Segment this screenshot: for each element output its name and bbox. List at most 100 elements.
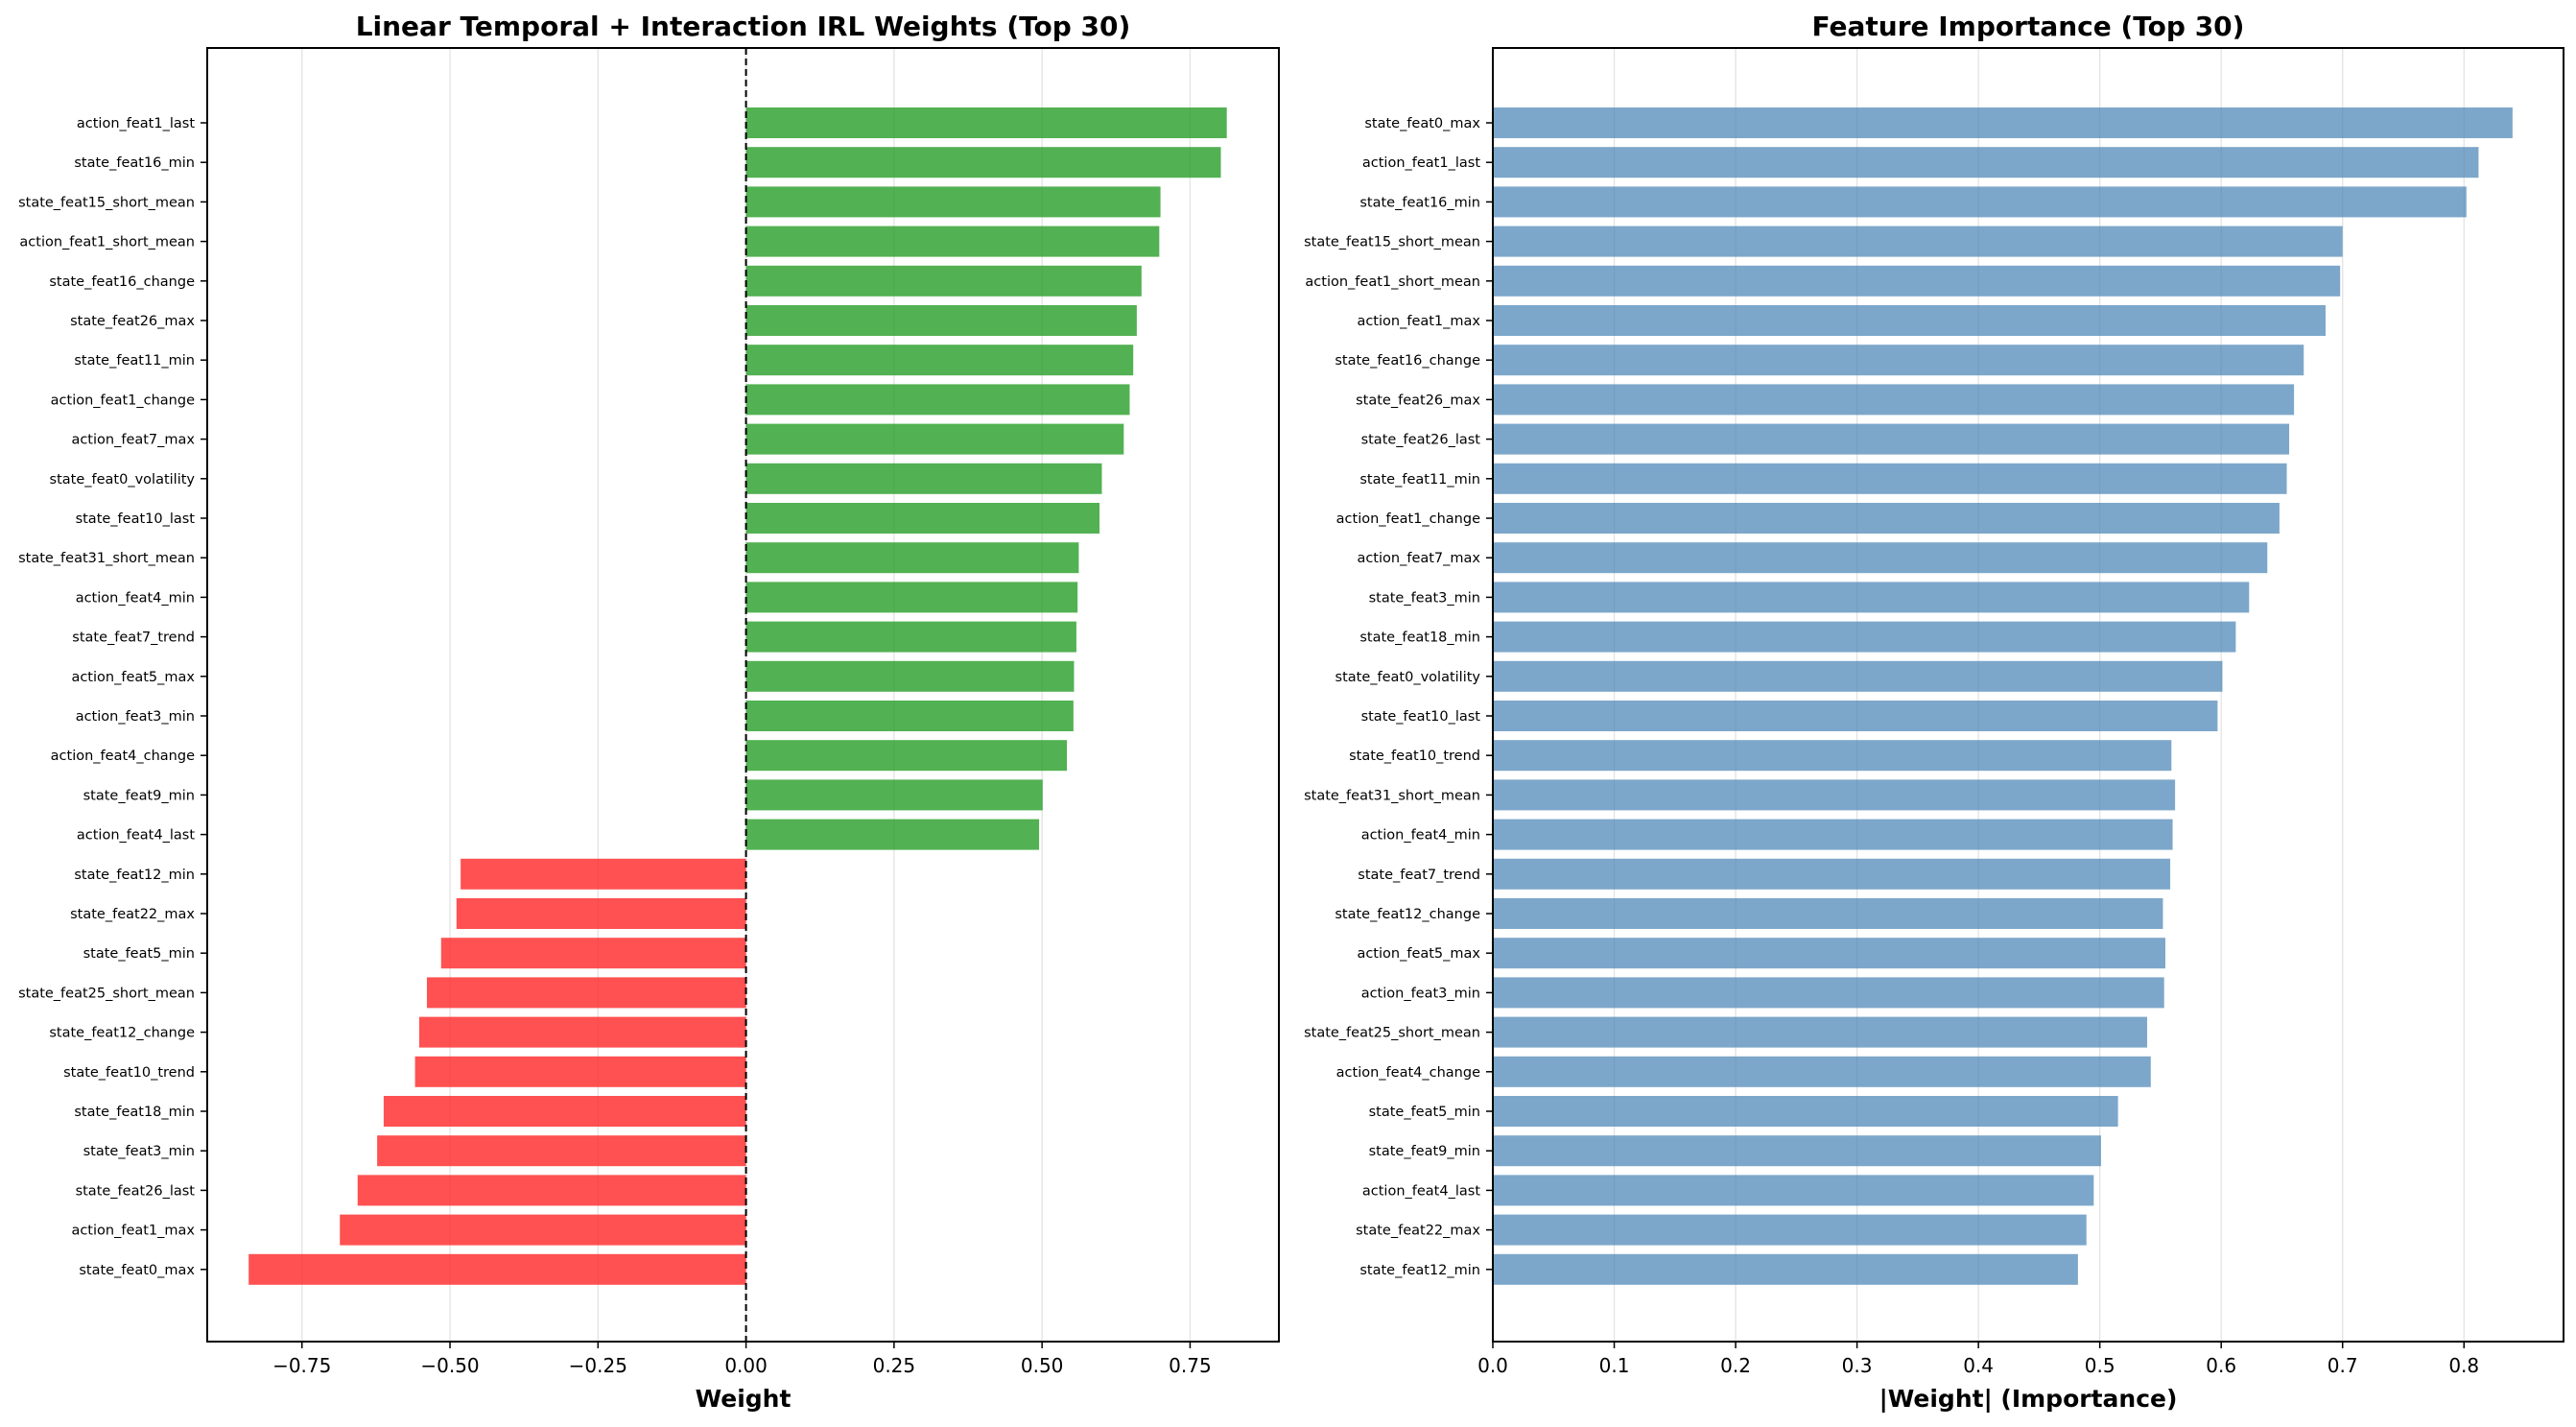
irl-bar [340,1214,746,1246]
importance-bar [1493,542,2268,574]
irl-bar [745,384,1130,416]
importance-xtick-label: 0.7 [2328,1354,2358,1377]
importance-category-label: state_feat12_change [1335,907,1480,922]
irl-category-label: state_feat9_min [83,788,195,803]
importance-plot-frame [1492,47,2564,1343]
irl-bar [745,265,1142,297]
importance-bar [1493,384,2295,416]
importance-category-label: action_feat7_max [1357,551,1480,566]
feature-importance-panel: state_feat0_max action_feat1_last state_fe… [1304,11,2564,1413]
irl-bar [745,542,1079,574]
irl-category-label: action_feat4_last [77,828,195,844]
irl-bar [745,147,1221,178]
irl-weights-panel: action_feat1_last state_feat16_min state_f… [18,11,1280,1413]
irl-bar [357,1175,746,1206]
importance-bar [1493,423,2290,455]
importance-x-axis-title: |Weight| (Importance) [1879,1385,2178,1413]
importance-xtick-label: 0.6 [2206,1354,2236,1377]
importance-bar [1493,1175,2094,1206]
irl-category-label: state_feat16_change [49,274,195,290]
importance-bar [1493,938,2165,969]
irl-category-label: action_feat1_short_mean [19,235,195,250]
irl-bar [440,938,746,969]
importance-bar [1493,898,2163,929]
irl-bar [248,1253,746,1285]
importance-bar [1493,345,2304,376]
irl-category-label: state_feat7_trend [72,630,195,646]
importance-category-label: action_feat1_last [1362,155,1480,171]
importance-bar [1493,1056,2151,1087]
importance-bar [1493,1214,2087,1246]
importance-bar [1493,582,2250,613]
importance-bar [1493,977,2164,1009]
irl-category-label: state_feat3_min [83,1144,195,1159]
importance-bar [1493,186,2467,218]
irl-bar [745,701,1074,731]
irl-category-label: state_feat26_last [76,1183,196,1199]
irl-plot-frame [206,47,1280,1343]
importance-category-label: state_feat22_max [1356,1224,1480,1239]
importance-bar [1493,107,2513,138]
irl-category-label: state_feat12_change [49,1026,195,1041]
importance-category-label: state_feat12_min [1359,1263,1480,1278]
importance-bar [1493,1016,2147,1048]
irl-bar [426,977,746,1009]
importance-xtick-label: 0.8 [2448,1354,2479,1377]
importance-bar [1493,1096,2118,1127]
irl-category-label: state_feat0_volatility [50,472,196,488]
irl-category-label: state_feat10_last [76,511,196,527]
irl-bar [745,186,1161,218]
irl-bar [456,898,746,929]
importance-category-label: state_feat26_max [1356,392,1480,408]
importance-bar [1493,147,2479,178]
irl-bar [418,1016,746,1048]
irl-category-label: state_feat0_max [79,1263,195,1278]
irl-bar [745,107,1227,138]
importance-category-label: state_feat25_short_mean [1304,1026,1480,1041]
importance-bar [1493,819,2173,850]
importance-category-label: state_feat0_max [1364,116,1480,131]
importance-category-label: state_feat7_trend [1358,868,1480,883]
irl-chart-title: Linear Temporal + Interaction IRL Weight… [356,11,1131,42]
irl-bar [745,779,1043,811]
importance-category-label: action_feat4_min [1361,828,1480,844]
irl-bar [383,1096,746,1127]
irl-bar [745,423,1124,455]
importance-bar [1493,305,2326,336]
irl-bar [461,858,746,890]
importance-category-label: state_feat16_min [1359,195,1480,210]
irl-category-label: action_feat1_max [71,1224,195,1239]
importance-category-label: state_feat5_min [1369,1105,1480,1120]
irl-category-label: action_feat3_min [76,709,195,725]
irl-bar [745,740,1068,772]
importance-category-label: action_feat1_change [1336,511,1480,527]
irl-bar [745,463,1102,494]
irl-bar [745,305,1137,336]
importance-category-label: state_feat18_min [1359,630,1480,646]
irl-category-label: action_feat5_max [71,670,195,685]
importance-bar [1493,265,2341,297]
importance-xtick-label: 0.3 [1842,1354,1873,1377]
importance-xtick-label: 0.5 [2085,1354,2115,1377]
irl-bar [745,819,1040,850]
irl-category-label: state_feat5_min [83,946,195,962]
importance-category-label: state_feat11_min [1359,472,1480,488]
importance-bar [1493,503,2280,534]
importance-bar [1493,779,2176,811]
irl-xtick-label: −0.50 [420,1354,479,1377]
importance-bar [1493,1135,2101,1167]
importance-xtick-label: 0.0 [1477,1354,1508,1377]
irl-category-label: action_feat1_last [77,116,195,131]
irl-category-label: state_feat22_max [70,907,195,922]
irl-category-label: state_feat26_max [70,314,195,329]
irl-category-label: state_feat31_short_mean [18,551,195,566]
importance-bar [1493,463,2287,494]
irl-bar [745,621,1076,653]
importance-category-label: state_feat15_short_mean [1304,235,1480,250]
irl-xtick-label: 0.50 [1021,1354,1064,1377]
irl-bar [745,503,1100,534]
importance-bar [1493,1253,2078,1285]
importance-category-label: action_feat4_last [1362,1183,1480,1199]
irl-xtick-label: −0.25 [569,1354,627,1377]
importance-xtick-label: 0.4 [1963,1354,1994,1377]
